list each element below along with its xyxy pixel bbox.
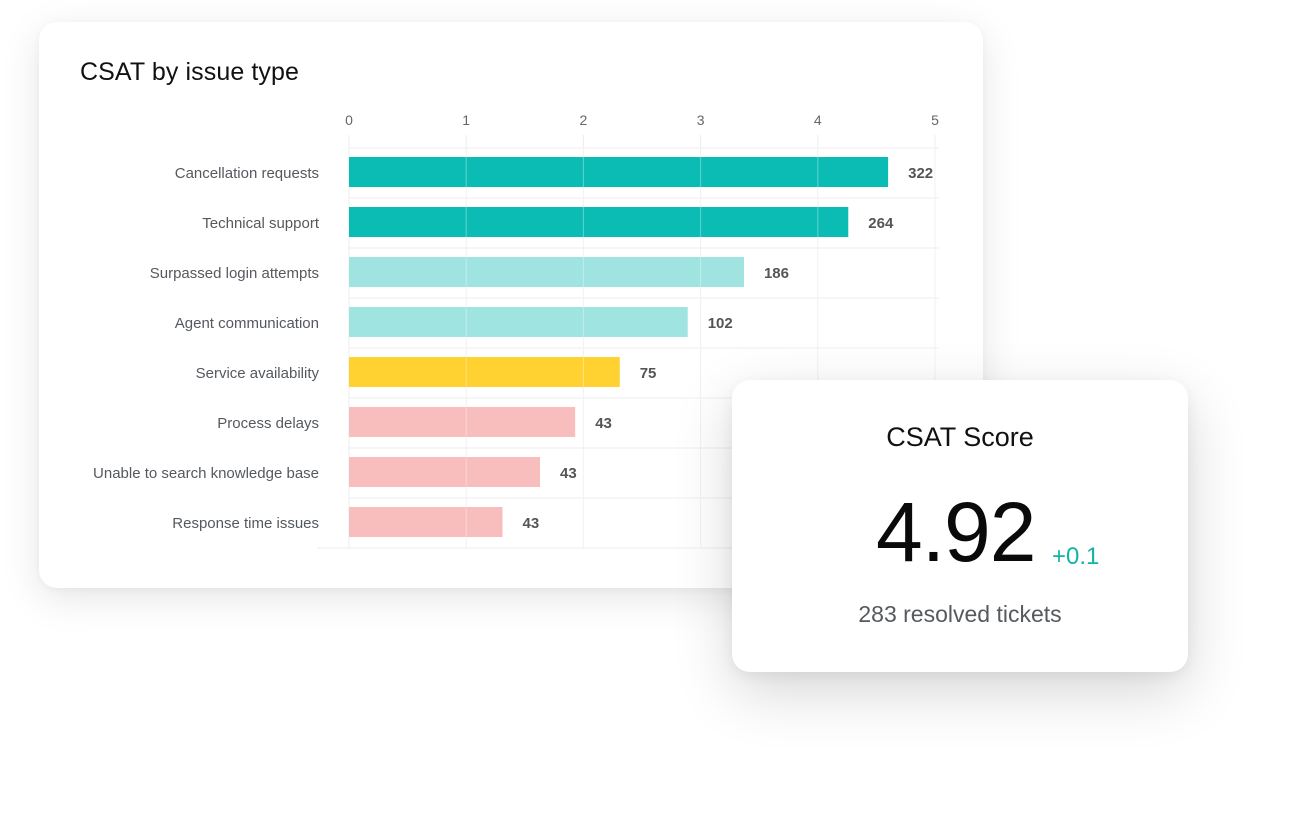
score-delta: +0.1 <box>1052 543 1100 570</box>
category-label: Service availability <box>196 365 320 382</box>
bar <box>349 257 744 287</box>
bar <box>349 157 889 187</box>
category-label: Process delays <box>217 415 319 432</box>
data-label: 264 <box>868 215 894 232</box>
data-label: 43 <box>595 415 612 432</box>
x-tick-label: 4 <box>814 112 822 128</box>
x-tick-label: 1 <box>462 112 470 128</box>
category-label: Unable to search knowledge base <box>93 465 319 482</box>
bar <box>349 307 688 337</box>
chart-title: CSAT by issue type <box>80 58 300 86</box>
category-label: Cancellation requests <box>175 165 319 182</box>
bar <box>349 407 576 437</box>
chart-card: CSAT by issue type 0 1 2 3 4 5 Cancellation re… <box>39 22 983 588</box>
bar <box>349 457 541 487</box>
category-label: Response time issues <box>172 515 319 532</box>
bar-chart: 0 1 2 3 4 5 Cancellation requests 322 Technical … <box>93 112 939 549</box>
x-tick-label: 2 <box>580 112 588 128</box>
category-label: Surpassed login attempts <box>150 265 319 282</box>
data-label: 43 <box>560 465 577 482</box>
data-label: 75 <box>640 365 657 382</box>
bar <box>349 207 849 237</box>
bar <box>349 357 620 387</box>
bar <box>349 507 503 537</box>
category-label: Technical support <box>202 215 320 232</box>
score-title: CSAT Score <box>886 422 1034 452</box>
csat-score-card: CSAT Score 4.92 +0.1 283 resolved ticket… <box>732 380 1188 672</box>
x-tick-label: 3 <box>697 112 705 128</box>
score-value: 4.92 <box>876 485 1036 579</box>
data-label: 322 <box>908 165 933 182</box>
data-label: 102 <box>708 315 733 332</box>
x-tick-label: 5 <box>931 112 939 128</box>
data-label: 186 <box>764 265 789 282</box>
data-label: 43 <box>523 515 540 532</box>
category-label: Agent communication <box>175 315 319 332</box>
x-tick-label: 0 <box>345 112 353 128</box>
resolved-tickets-count: 283 resolved tickets <box>858 601 1062 627</box>
